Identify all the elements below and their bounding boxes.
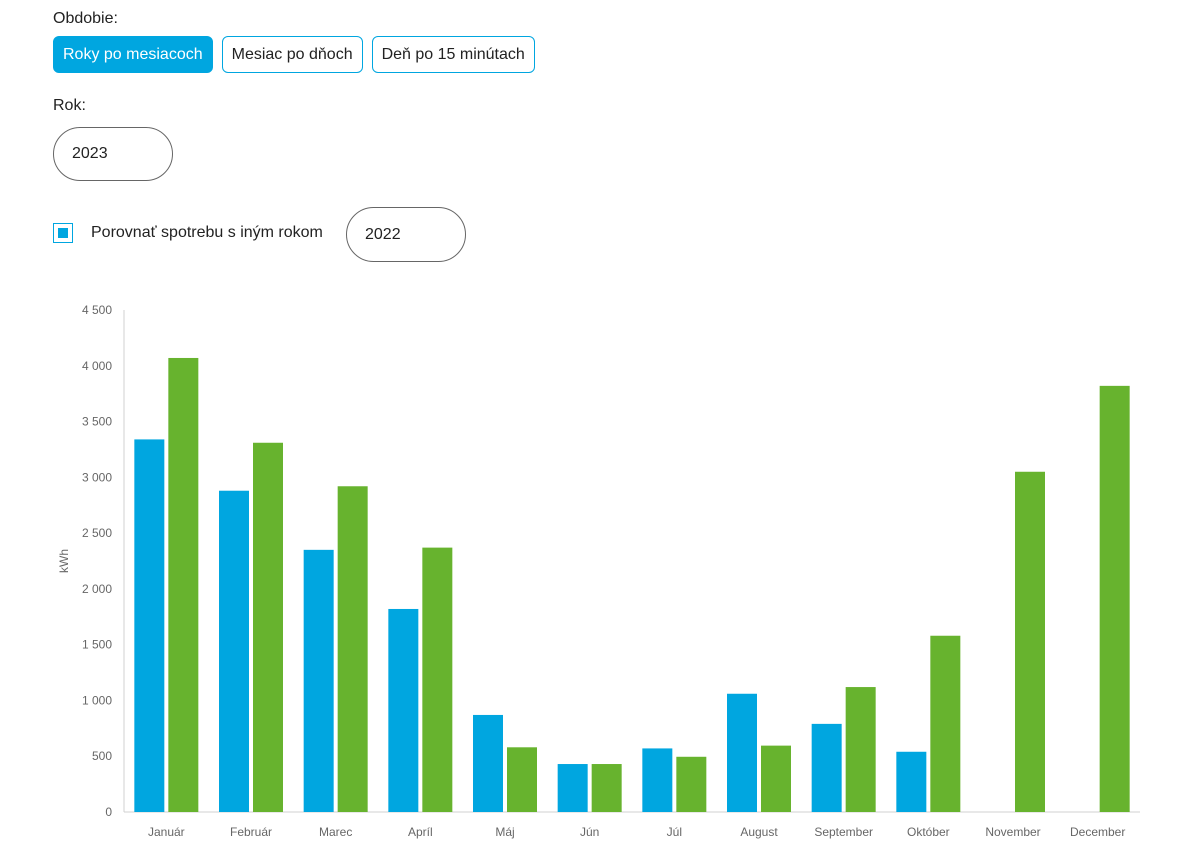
bar-series-1 (303, 549, 334, 812)
bar-series-1 (134, 439, 165, 812)
period-button-15min[interactable]: Deň po 15 minútach (371, 36, 535, 73)
year-select-value: 2023 (72, 145, 108, 162)
compare-checkbox[interactable] (53, 223, 73, 243)
bar-series-1 (727, 693, 757, 812)
x-tick-label: Marec (319, 825, 352, 839)
bar-series-2 (507, 747, 537, 812)
x-tick-label: November (985, 825, 1040, 839)
bar-series-2 (591, 764, 622, 812)
compare-label: Porovnať spotrebu s iným rokom (91, 224, 323, 241)
x-tick-label: Júl (667, 825, 682, 839)
year-select[interactable]: 2023 (53, 127, 173, 181)
y-tick-label: 2 000 (82, 582, 112, 596)
x-tick-label: Január (148, 825, 185, 839)
y-tick-label: 1 500 (82, 638, 112, 652)
y-tick-label: 3 500 (82, 415, 112, 429)
bar-series-1 (642, 748, 673, 812)
compare-year-select[interactable]: 2022 (346, 207, 466, 262)
bar-series-1 (896, 751, 927, 812)
bar-series-2 (676, 756, 707, 812)
bar-series-1 (811, 723, 842, 812)
x-tick-label: Apríl (408, 825, 433, 839)
bar-series-1 (557, 764, 588, 812)
y-tick-label: 4 000 (82, 359, 112, 373)
x-tick-label: Február (230, 825, 272, 839)
period-button-months[interactable]: Roky po mesiacoch (53, 36, 213, 73)
year-label: Rok: (53, 97, 86, 114)
y-tick-label: 500 (92, 749, 112, 763)
x-tick-label: August (740, 825, 778, 839)
x-tick-label: Jún (580, 825, 599, 839)
y-axis-title: kWh (57, 549, 71, 573)
period-button-days[interactable]: Mesiac po dňoch (221, 36, 363, 73)
y-tick-label: 0 (105, 805, 112, 819)
bar-series-2 (1015, 471, 1045, 812)
x-tick-label: Október (907, 825, 950, 839)
y-tick-label: 4 500 (82, 303, 112, 317)
bar-series-1 (388, 608, 419, 812)
y-tick-label: 3 000 (82, 470, 112, 484)
bar-series-2 (930, 635, 961, 812)
bar-series-2 (1099, 385, 1130, 812)
bar-series-2 (253, 442, 283, 812)
bar-series-2 (337, 486, 368, 812)
bar-series-1 (219, 490, 249, 812)
y-tick-label: 1 000 (82, 693, 112, 707)
bar-series-1 (473, 714, 503, 812)
bar-series-2 (422, 547, 453, 812)
bar-series-2 (761, 745, 791, 812)
period-label: Obdobie: (53, 10, 118, 27)
x-tick-label: December (1070, 825, 1125, 839)
compare-checkbox-mark (58, 228, 68, 238)
x-tick-label: Máj (495, 825, 514, 839)
period-button-group: Roky po mesiacoch Mesiac po dňoch Deň po… (53, 36, 535, 73)
compare-year-value: 2022 (365, 225, 401, 243)
x-tick-label: September (814, 825, 873, 839)
bar-series-2 (168, 357, 199, 812)
y-tick-label: 2 500 (82, 526, 112, 540)
bar-series-2 (845, 687, 876, 812)
